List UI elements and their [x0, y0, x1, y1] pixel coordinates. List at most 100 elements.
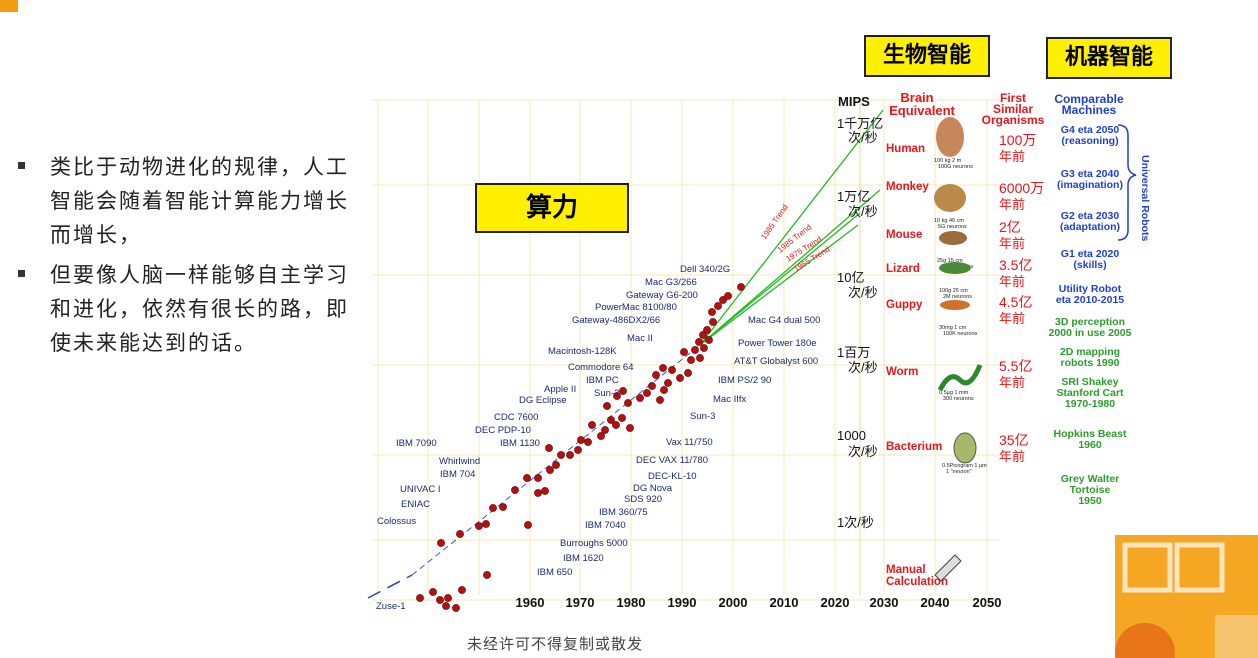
robot-milestone: 1950 [1078, 495, 1102, 507]
machine-label: Mac II [627, 333, 653, 344]
robot-generation: G3 eta 2040 [1061, 168, 1120, 180]
data-point [709, 318, 717, 326]
organism-age: 年前 [999, 311, 1025, 326]
organism-name: Human [886, 143, 925, 155]
x-tick-label: 2020 [821, 595, 850, 610]
data-point [708, 308, 716, 316]
machine-label: ENIAC [401, 499, 430, 510]
machine-label: Mac G3/266 [645, 277, 697, 288]
data-point [552, 461, 560, 469]
data-point [691, 346, 699, 354]
machine-label: IBM PS/2 90 [718, 375, 771, 386]
robot-milestone: Stanford Cart [1056, 387, 1124, 399]
y-axis-label: 1000 [837, 428, 866, 443]
machine-label: Gateway G6-200 [626, 290, 698, 301]
data-point [603, 402, 611, 410]
robot-brace [1117, 124, 1137, 241]
machine-label: Burroughs 5000 [560, 538, 628, 549]
bacterium-icon [953, 432, 977, 464]
y-axis-label: 1次/秒 [837, 515, 874, 530]
organism-name: Lizard [886, 263, 920, 275]
data-point [557, 451, 565, 459]
data-point [597, 432, 605, 440]
robot-milestone: Tortoise [1070, 484, 1111, 496]
organism-age: 35亿 [999, 432, 1029, 448]
data-point [436, 596, 444, 604]
y-axis-label: 次/秒 [848, 130, 878, 145]
footer-notice: 未经许可不得复制或散发 [466, 635, 643, 653]
machine-label: IBM 1620 [563, 553, 604, 564]
y-axis-label: 1万亿 [837, 189, 870, 204]
machine-intelligence-label: 机器智能 [1046, 37, 1172, 79]
data-point [700, 344, 708, 352]
organism-name: Calculation [886, 576, 948, 588]
robot-milestone: Hopkins Beast [1054, 428, 1127, 440]
organism-age: 年前 [999, 274, 1025, 289]
robot-milestone: Grey Walter [1061, 473, 1120, 485]
data-point [664, 379, 672, 387]
data-point [680, 348, 688, 356]
organism-note: 5G neurons [938, 224, 967, 230]
human-icon [936, 117, 964, 157]
robot-generation: G1 eta 2020 [1061, 248, 1120, 260]
comparable-header: Comparable [1054, 92, 1124, 106]
data-point [676, 374, 684, 382]
bullet-item: 但要像人脑一样能够自主学习和进化，依然有很长的路，即使未来能达到的话。 [18, 258, 363, 360]
data-point [668, 366, 676, 374]
brain-header: Equivalent [889, 103, 955, 118]
data-point [566, 451, 574, 459]
trend-line [699, 212, 861, 346]
data-point [695, 338, 703, 346]
machine-label: IBM 7040 [585, 520, 626, 531]
data-point [534, 489, 542, 497]
machine-label: Vax 11/750 [666, 437, 713, 448]
data-point [475, 522, 483, 530]
machine-label: Mac IIfx [713, 394, 747, 405]
decorative-logo [1115, 535, 1258, 658]
mips-label: MIPS [838, 94, 870, 109]
data-point [458, 586, 466, 594]
organism-name: Mouse [886, 229, 922, 241]
x-tick-label: 1970 [566, 595, 595, 610]
machine-label: Macintosh-128K [548, 346, 617, 357]
organism-age: 6000万 [999, 180, 1044, 196]
data-point [656, 396, 664, 404]
bio-intelligence-label: 生物智能 [864, 35, 990, 77]
data-point [489, 504, 497, 512]
organism-note: 1 "neuron" [946, 469, 972, 475]
machine-label: Dell 340/2G [680, 264, 730, 275]
x-tick-label: 1960 [516, 595, 545, 610]
data-point [619, 387, 627, 395]
organism-note: 100K neurons [943, 331, 977, 337]
machine-label: AT&T Globalyst 600 [734, 356, 818, 367]
organism-age: 年前 [999, 149, 1025, 164]
organism-age: 年前 [999, 236, 1025, 251]
data-point [648, 382, 656, 390]
organism-note: 2M neurons [943, 294, 972, 300]
y-axis-label: 1百万 [837, 345, 870, 360]
data-point [659, 364, 667, 372]
y-axis-label: 1千万亿 [837, 116, 883, 131]
organism-name: Worm [886, 366, 918, 378]
organism-note: 10 kg 40 cm [934, 218, 964, 224]
data-point [437, 539, 445, 547]
data-point [574, 446, 582, 454]
data-point [444, 594, 452, 602]
corner-accent [0, 0, 18, 12]
machine-label: Mac G4 dual 500 [748, 315, 820, 326]
data-point [499, 503, 507, 511]
bullet-marker [18, 270, 25, 277]
hand-writing-icon [934, 554, 962, 582]
organism-name: Manual [886, 564, 926, 576]
robot-generation: (skills) [1073, 259, 1106, 271]
data-point [643, 389, 651, 397]
data-point [546, 466, 554, 474]
mouse-icon [939, 231, 967, 245]
data-point [483, 571, 491, 579]
machine-label: IBM 704 [440, 469, 475, 480]
organism-age: 年前 [999, 375, 1025, 390]
organism-age: 5.5亿 [999, 358, 1032, 374]
robot-milestone: robots 1990 [1061, 357, 1120, 369]
